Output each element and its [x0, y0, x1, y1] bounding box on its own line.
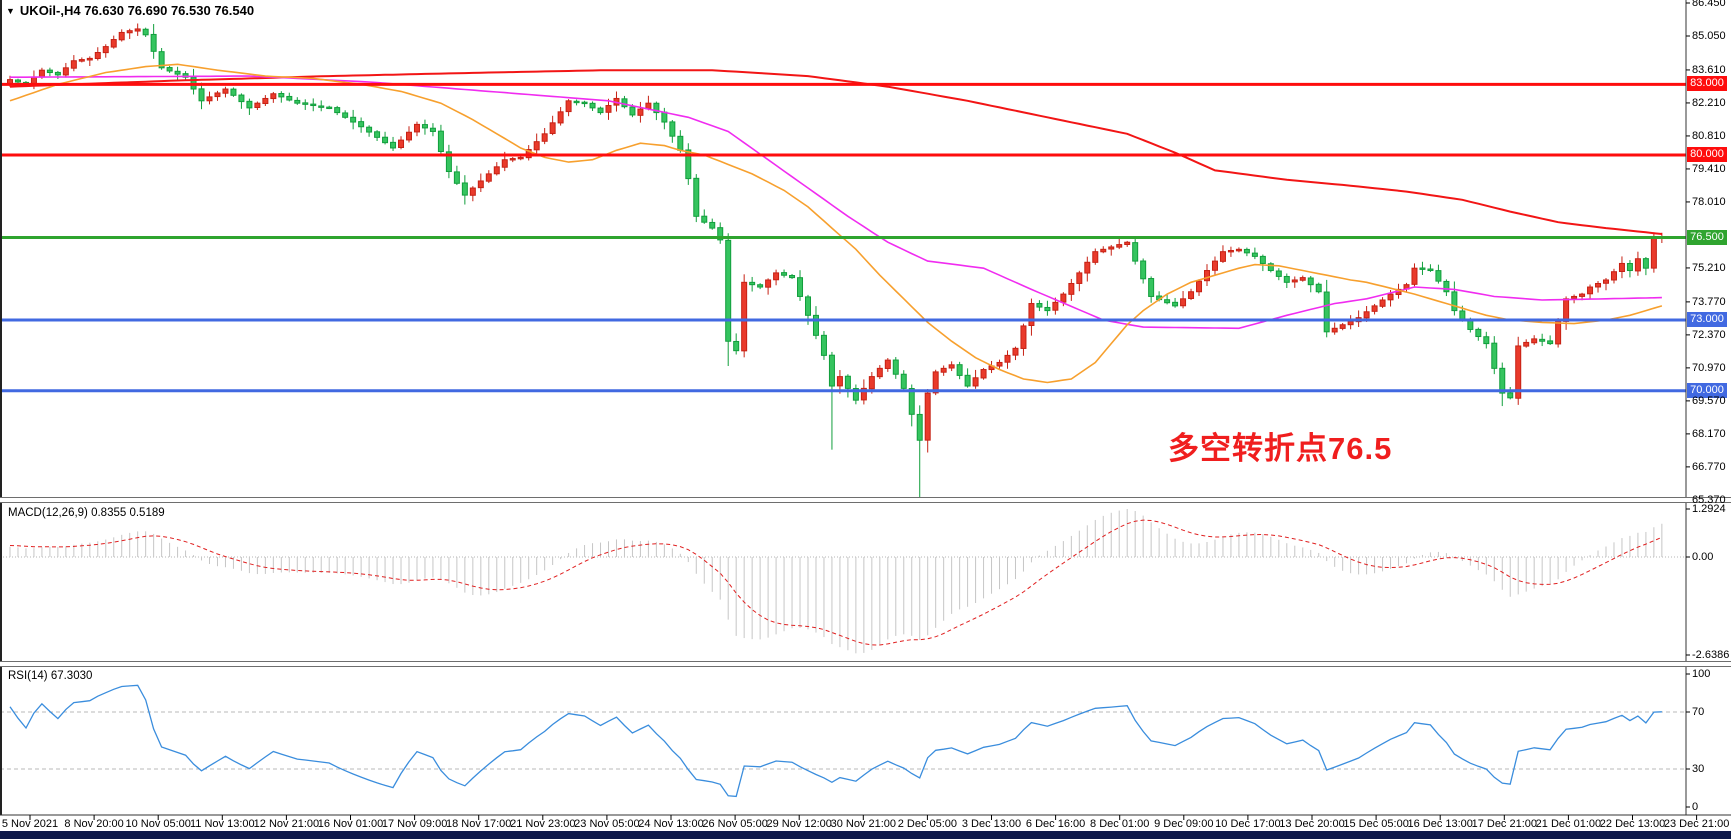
chart-title: ▼ UKOil-,H4 76.630 76.690 76.530 76.540 [6, 3, 254, 18]
chart-annotation-text: 多空转折点76.5 [1168, 431, 1393, 466]
macd-indicator-label: MACD(12,26,9) 0.8355 0.5189 [8, 507, 165, 519]
rsi-panel[interactable] [0, 684, 1686, 798]
ma-mid-magenta [10, 75, 1662, 330]
ma-fast-orange [9, 63, 1663, 384]
rsi-line [9, 684, 1662, 798]
ma-slow-red [9, 69, 1662, 235]
rsi-indicator-label: RSI(14) 67.3030 [8, 670, 93, 682]
macd-signal-line [9, 519, 1663, 646]
panel-separator[interactable] [0, 497, 1731, 503]
price-panel[interactable] [7, 23, 1665, 500]
symbol-ohlc-text: UKOil-,H4 76.630 76.690 76.530 76.540 [19, 3, 255, 18]
symbol-dropdown-icon[interactable]: ▼ [6, 6, 15, 16]
macd-panel[interactable] [0, 509, 1686, 654]
panel-separator[interactable] [0, 661, 1731, 667]
window-bottom-bar [0, 831, 1731, 839]
